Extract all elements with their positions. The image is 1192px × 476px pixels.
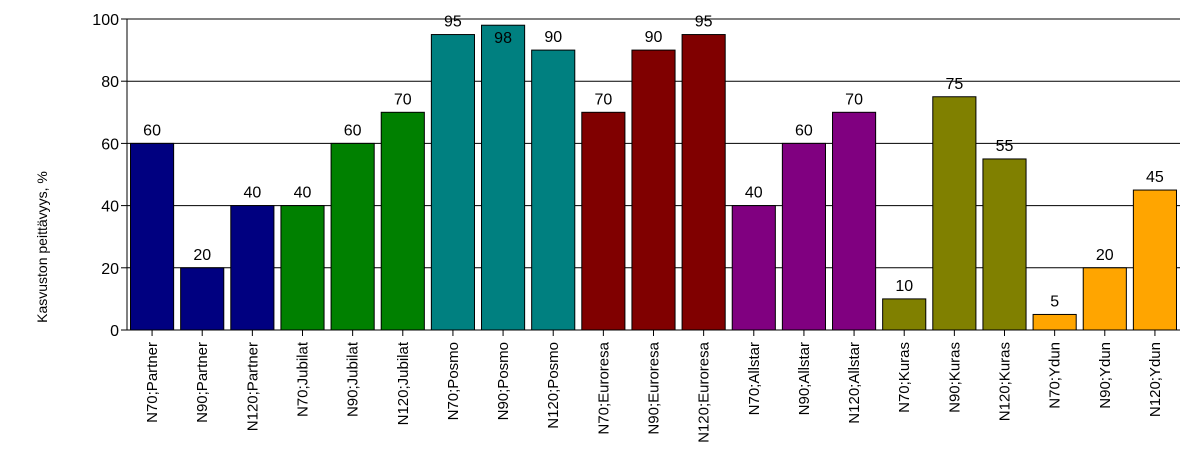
x-tick-label: N120;Partner <box>244 342 261 431</box>
data-label: 70 <box>394 91 412 108</box>
bar <box>230 205 275 331</box>
x-tick-label: N70;Partner <box>144 342 161 423</box>
data-label: 95 <box>444 14 462 31</box>
data-label: 90 <box>645 29 663 46</box>
bars <box>130 24 1177 331</box>
bar <box>380 111 425 331</box>
data-label: 40 <box>243 185 261 202</box>
y-tick-label: 20 <box>101 261 119 278</box>
bar <box>531 49 576 331</box>
x-tick-label: N70;Ydun <box>1047 342 1064 409</box>
x-tick-label: N90;Euroresa <box>646 341 663 434</box>
x-tick-label: N70;Kuras <box>896 342 913 413</box>
x-tick-label: N90;Posmo <box>495 342 512 420</box>
bar <box>832 111 877 331</box>
axes <box>121 18 1180 336</box>
bar <box>631 49 676 331</box>
data-label: 40 <box>745 185 763 202</box>
bar <box>781 142 826 331</box>
bar <box>1032 313 1077 331</box>
bar <box>982 158 1027 331</box>
bar <box>481 24 526 331</box>
bar <box>882 298 927 331</box>
x-tick-label: N120;Posmo <box>545 342 562 429</box>
data-label: 90 <box>544 29 562 46</box>
bar <box>180 267 225 331</box>
x-tick-label: N120;Ydun <box>1147 342 1164 417</box>
data-label: 55 <box>996 138 1014 155</box>
data-label: 10 <box>895 278 913 295</box>
bar <box>1132 189 1177 331</box>
x-tick-label: N70;Allstar <box>746 342 763 415</box>
x-tick-label: N70;Jubilat <box>295 341 312 417</box>
y-tick-labels: 0 20 40 60 80 100 <box>92 12 119 340</box>
x-tick-label: N120;Jubilat <box>395 341 412 425</box>
data-label: 60 <box>795 122 813 139</box>
bar <box>581 111 626 331</box>
bar <box>731 205 776 331</box>
data-label: 20 <box>193 247 211 264</box>
bar <box>280 205 325 331</box>
x-tick-label: N90;Partner <box>194 342 211 423</box>
y-tick-label: 60 <box>101 136 119 153</box>
x-tick-label: N120;Euroresa <box>696 341 713 443</box>
data-label: 40 <box>294 185 312 202</box>
x-tick-label: N120;Kuras <box>997 342 1014 421</box>
data-label: 60 <box>143 122 161 139</box>
data-label: 70 <box>594 91 612 108</box>
bar <box>330 142 375 331</box>
data-label: 95 <box>695 14 713 31</box>
data-label: 75 <box>945 76 963 93</box>
bar <box>1082 267 1127 331</box>
data-label: 45 <box>1146 169 1164 186</box>
data-label: 70 <box>845 91 863 108</box>
x-tick-label: N70;Euroresa <box>595 341 612 434</box>
y-tick-label: 80 <box>101 74 119 91</box>
x-tick-label: N90;Allstar <box>796 342 813 415</box>
bar <box>430 34 475 331</box>
data-label: 20 <box>1096 247 1114 264</box>
y-tick-label: 100 <box>92 12 119 29</box>
bar <box>681 34 726 331</box>
x-tick-label: N120;Allstar <box>846 342 863 424</box>
y-axis-title: Kasvuston peittävyys, % <box>34 171 50 323</box>
x-tick-label: N90;Kuras <box>946 342 963 413</box>
bar <box>932 96 977 331</box>
x-tick-labels: N70;Partner N90;Partner N120;Partner N70;Ju… <box>144 341 1164 443</box>
x-tick-label: N70;Posmo <box>445 342 462 420</box>
y-tick-label: 40 <box>101 199 119 216</box>
x-tick-label: N90;Jubilat <box>345 341 362 417</box>
x-tick-label: N90;Ydun <box>1097 342 1114 409</box>
data-label: 98 <box>494 30 512 47</box>
y-tick-label: 0 <box>110 323 119 340</box>
data-label: 5 <box>1050 293 1059 310</box>
bar <box>130 142 175 331</box>
data-label: 60 <box>344 122 362 139</box>
